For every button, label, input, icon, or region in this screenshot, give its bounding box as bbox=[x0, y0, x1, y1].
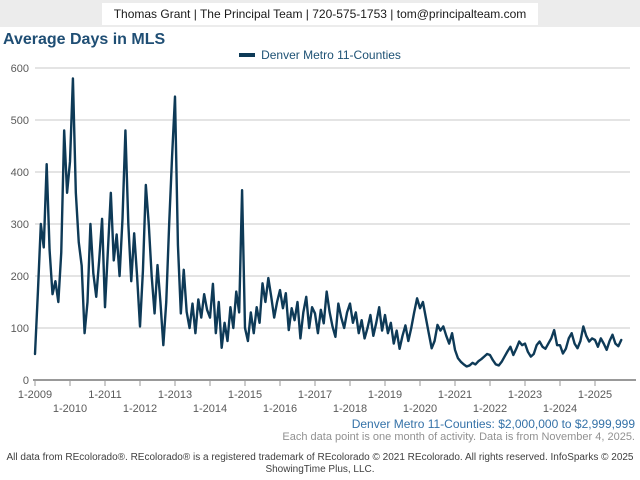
y-tick-label: 100 bbox=[11, 323, 29, 335]
x-tick-label: 1-2015 bbox=[228, 389, 262, 401]
x-tick-label: 1-2020 bbox=[403, 403, 437, 415]
legend-series-label: Denver Metro 11-Counties bbox=[261, 48, 401, 62]
x-tick-label: 1-2014 bbox=[193, 403, 227, 415]
x-tick-label: 1-2013 bbox=[158, 389, 192, 401]
x-tick-label: 1-2025 bbox=[578, 389, 612, 401]
x-tick-label: 1-2017 bbox=[298, 389, 332, 401]
x-tick-label: 1-2011 bbox=[88, 389, 121, 401]
x-tick-label: 1-2024 bbox=[543, 403, 577, 415]
copyright-footer: All data from REcolorado®. REcolorado® i… bbox=[0, 452, 640, 476]
copyright-line-2: ShowingTime Plus, LLC. bbox=[265, 464, 375, 475]
series-line-denver-metro-11-counties[interactable] bbox=[33, 77, 623, 368]
page-title: Average Days in MLS bbox=[3, 31, 166, 48]
x-tick-label: 1-2016 bbox=[263, 403, 297, 415]
y-tick-label: 200 bbox=[11, 271, 29, 283]
x-tick-label: 1-2012 bbox=[123, 403, 157, 415]
copyright-line-1: All data from REcolorado®. REcolorado® i… bbox=[6, 452, 634, 463]
x-tick-label: 1-2019 bbox=[368, 389, 402, 401]
x-tick-label: 1-2009 bbox=[18, 389, 52, 401]
x-tick-label: 1-2022 bbox=[473, 403, 507, 415]
x-tick-label: 1-2021 bbox=[438, 389, 472, 401]
data-note-caption: Each data point is one month of activity… bbox=[282, 431, 635, 443]
legend-line-swatch bbox=[239, 53, 256, 57]
mls-trend-chart[interactable]: 01002003004005006001-20091-20101-20111-2… bbox=[0, 0, 640, 416]
y-tick-label: 400 bbox=[11, 167, 29, 179]
y-tick-label: 600 bbox=[11, 63, 29, 75]
y-tick-label: 0 bbox=[23, 375, 29, 387]
chart-legend: Denver Metro 11-Counties bbox=[0, 48, 640, 62]
series-filter-caption: Denver Metro 11-Counties: $2,000,000 to … bbox=[351, 417, 635, 431]
agent-header-bar: Thomas Grant | The Principal Team | 720-… bbox=[0, 0, 640, 27]
y-tick-label: 500 bbox=[11, 115, 29, 127]
x-tick-label: 1-2023 bbox=[508, 389, 542, 401]
agent-contact-line: Thomas Grant | The Principal Team | 720-… bbox=[101, 2, 539, 25]
x-tick-label: 1-2018 bbox=[333, 403, 367, 415]
x-tick-label: 1-2010 bbox=[53, 403, 87, 415]
y-tick-label: 300 bbox=[11, 219, 29, 231]
